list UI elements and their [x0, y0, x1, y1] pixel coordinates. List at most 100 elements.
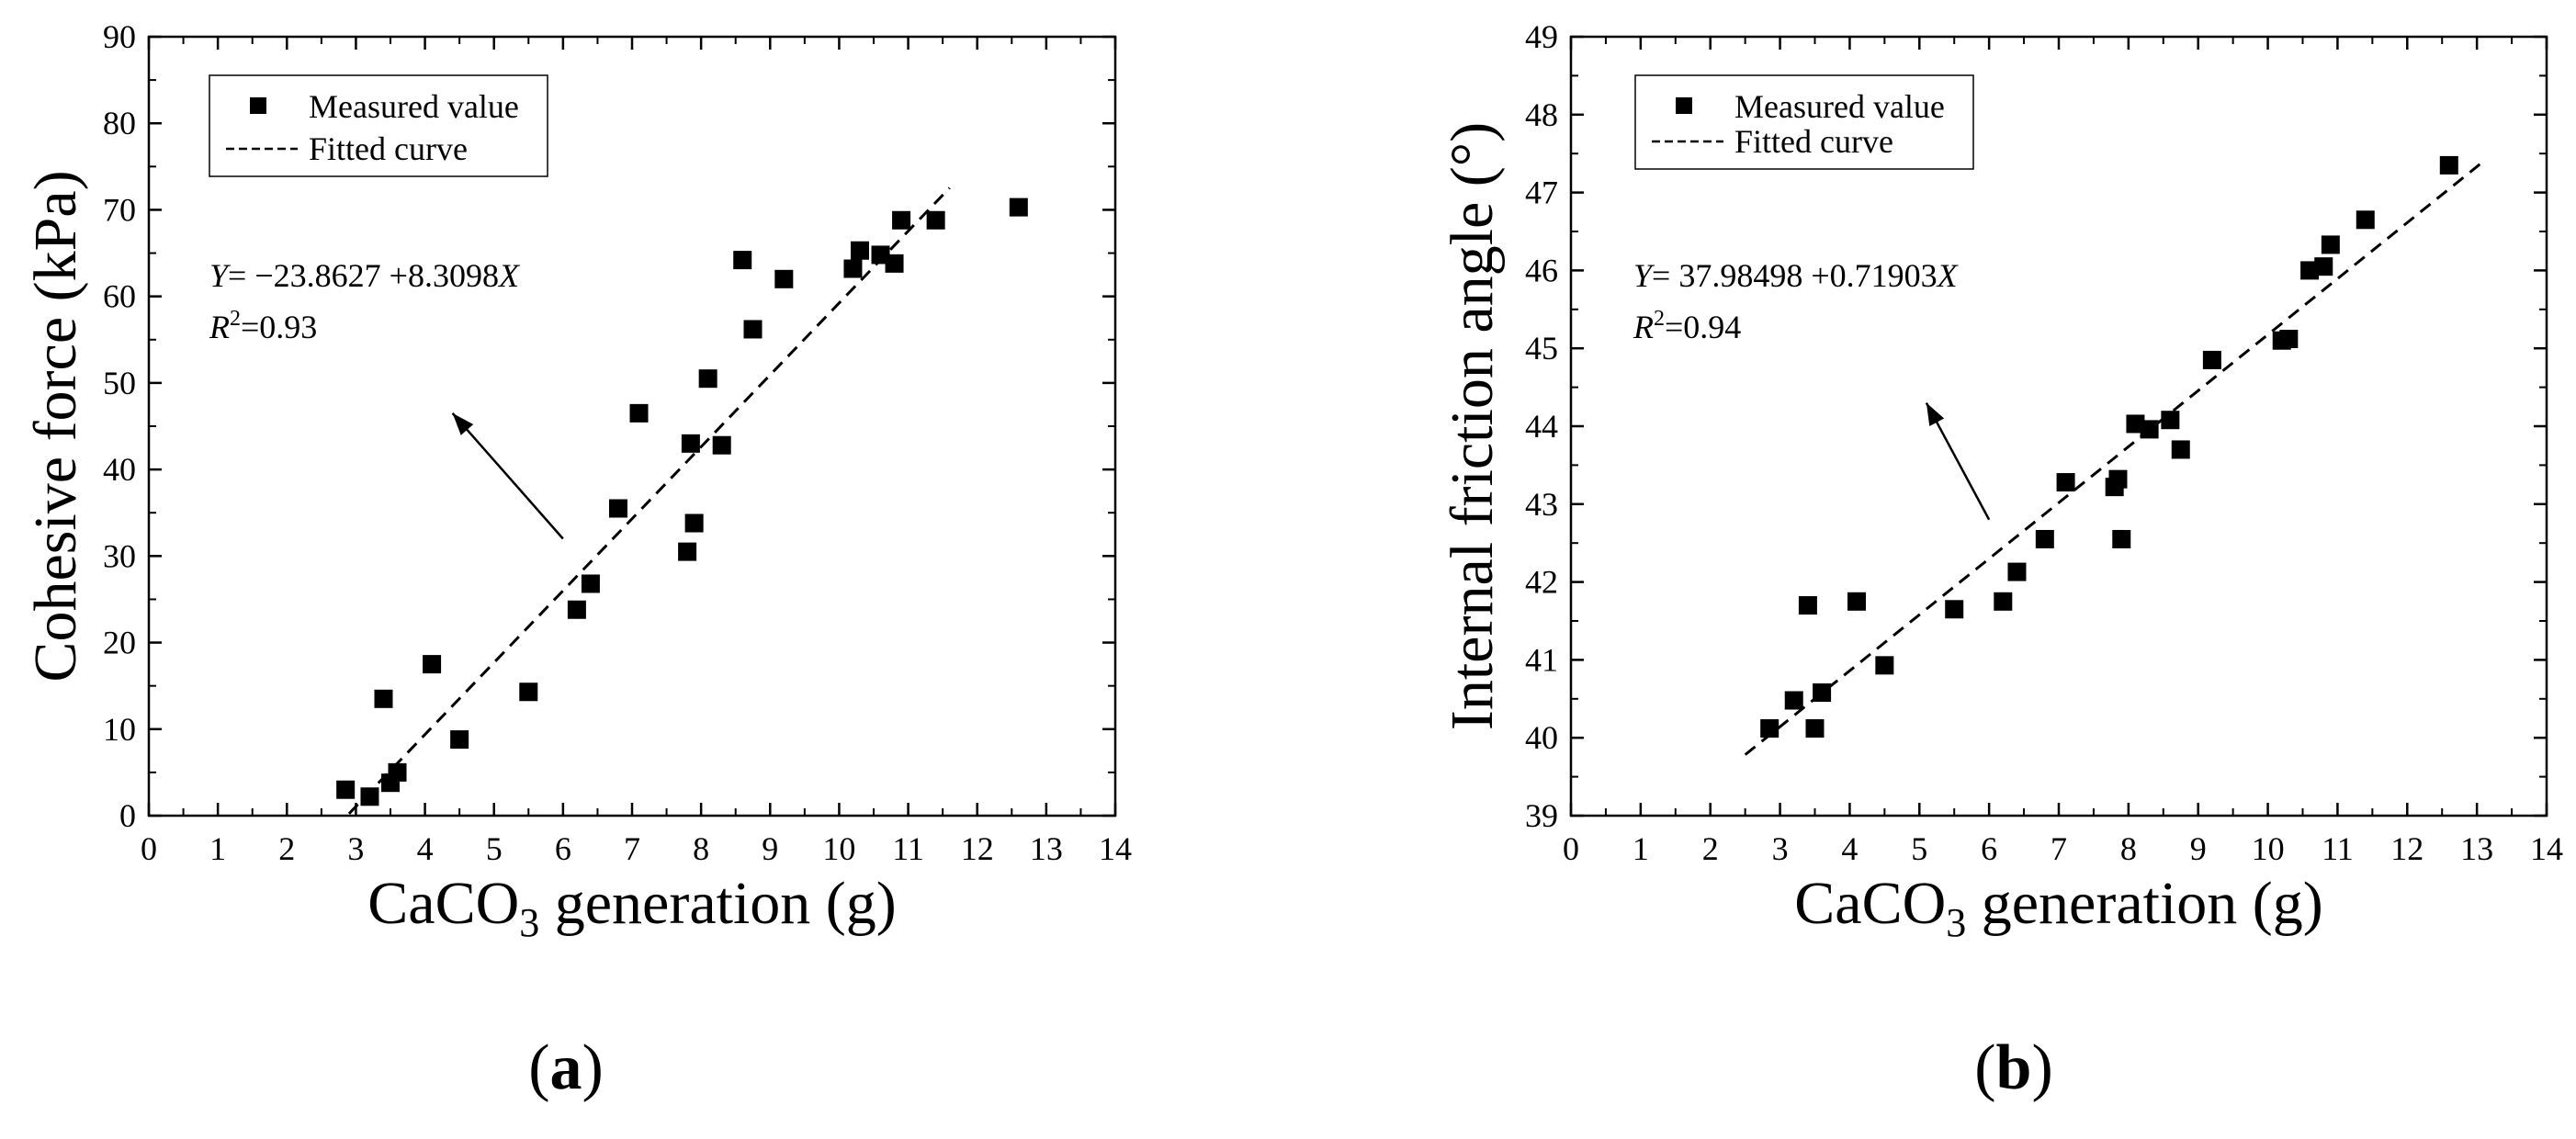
- data-point: [743, 320, 763, 339]
- equation-x: X: [1936, 257, 1960, 294]
- x-tick-label: 9: [2190, 830, 2207, 867]
- y-tick-label: 70: [103, 191, 136, 228]
- y-tick-label: 60: [103, 278, 136, 315]
- data-point: [1784, 691, 1803, 710]
- data-point: [2356, 210, 2375, 230]
- equation-x: X: [497, 257, 521, 294]
- data-point: [712, 435, 731, 455]
- legend-marker-measured: [250, 97, 266, 114]
- y-tick-label: 30: [103, 537, 136, 574]
- data-point: [885, 254, 904, 273]
- data-point: [733, 251, 752, 270]
- panel-label-letter: a: [550, 1032, 582, 1103]
- data-point: [567, 600, 586, 619]
- y-axis-title: Cohesive force (kPa): [22, 170, 89, 682]
- x-tick-label: 4: [417, 830, 434, 867]
- y-tick-label: 48: [1525, 96, 1558, 133]
- y-tick-label: 43: [1525, 486, 1558, 523]
- x-tick-label: 1: [1633, 830, 1649, 867]
- data-point: [2279, 330, 2299, 349]
- x-tick-label: 4: [1841, 830, 1858, 867]
- x-tick-label: 10: [2252, 830, 2285, 867]
- data-point: [684, 513, 704, 533]
- y-tick-label: 10: [103, 711, 136, 748]
- data-point: [1813, 683, 1832, 703]
- arrow-head: [1926, 402, 1945, 426]
- data-point: [681, 434, 700, 453]
- data-point: [581, 574, 600, 593]
- data-point: [2321, 235, 2340, 254]
- data-point: [2108, 469, 2128, 489]
- data-point: [678, 542, 697, 561]
- data-point: [450, 730, 469, 750]
- data-point: [774, 269, 794, 288]
- panel-label-close: ): [2031, 1032, 2052, 1103]
- x-axis-title-tail: generation (g): [539, 870, 897, 937]
- x-tick-label: 2: [1702, 830, 1719, 867]
- data-point: [1798, 596, 1817, 615]
- x-tick-label: 5: [486, 830, 503, 867]
- panel-label-open: (: [1974, 1032, 1995, 1103]
- x-tick-label: 13: [2460, 830, 2493, 867]
- equation-body: = −23.8627 +8.3098: [228, 257, 499, 294]
- legend-label-measured: Measured value: [309, 88, 519, 125]
- data-point: [2035, 529, 2054, 548]
- data-point: [2112, 529, 2131, 548]
- x-axis-title-tail: generation (g): [1966, 870, 2323, 937]
- x-axis-title: CaCO3 generation (g): [1794, 870, 2323, 945]
- x-tick-label: 13: [1030, 830, 1063, 867]
- fitted-line: [1744, 160, 2485, 756]
- x-tick-label: 3: [347, 830, 364, 867]
- y-axis-title: Internal friction angle (°): [1439, 122, 1506, 730]
- x-tick-label: 11: [892, 830, 924, 867]
- equation-y: Y: [1633, 257, 1655, 294]
- y-tick-label: 40: [1525, 719, 1558, 756]
- x-axis-title-main: CaCO: [367, 870, 519, 937]
- r-squared-value: =0.94: [1665, 309, 1741, 345]
- x-tick-label: 7: [624, 830, 640, 867]
- x-tick-label: 11: [2322, 830, 2354, 867]
- x-tick-label: 0: [141, 830, 157, 867]
- x-axis-title-main: CaCO: [1794, 870, 1946, 937]
- y-tick-label: 50: [103, 365, 136, 401]
- legend-box: [209, 74, 548, 177]
- x-tick-label: 10: [822, 830, 855, 867]
- y-tick-label: 41: [1525, 641, 1558, 678]
- data-point: [926, 210, 945, 230]
- data-point: [336, 780, 356, 799]
- data-point: [519, 682, 538, 702]
- data-point: [360, 787, 379, 806]
- x-tick-label: 2: [278, 830, 295, 867]
- legend-label-measured: Measured value: [1734, 88, 1945, 125]
- data-point: [608, 499, 627, 518]
- data-point: [423, 655, 442, 674]
- r-squared: R2=0.93: [209, 307, 317, 345]
- y-tick-label: 45: [1525, 330, 1558, 367]
- data-point: [850, 241, 869, 260]
- y-tick-label: 42: [1525, 564, 1558, 601]
- x-tick-label: 9: [762, 830, 778, 867]
- data-point: [1847, 592, 1867, 611]
- panel-label-letter: b: [1996, 1032, 2032, 1103]
- legend-label-fitted: Fitted curve: [309, 130, 468, 167]
- data-point: [2140, 420, 2159, 439]
- x-tick-label: 8: [693, 830, 709, 867]
- data-point: [2126, 414, 2145, 434]
- arrow-line: [451, 412, 564, 540]
- data-point: [2314, 257, 2333, 276]
- r-squared: R2=0.94: [1633, 307, 1741, 345]
- fitted-line: [347, 186, 951, 815]
- chart-panel-a: 0 1 2 3 4 5 6 7 8 9 10 11 12 13 140102030405060708090M…: [22, 18, 1132, 1103]
- panel-label-close: ): [582, 1032, 604, 1103]
- x-tick-label: 6: [1981, 830, 1997, 867]
- x-tick-label: 3: [1772, 830, 1789, 867]
- r-squared-value: =0.93: [241, 309, 317, 345]
- data-point: [1945, 600, 1964, 619]
- data-point: [1875, 656, 1894, 675]
- y-tick-label: 0: [119, 797, 136, 834]
- x-tick-label: 1: [209, 830, 226, 867]
- equation-y: Y: [209, 257, 232, 294]
- data-point: [1760, 719, 1779, 739]
- arrow-line: [1925, 401, 1991, 521]
